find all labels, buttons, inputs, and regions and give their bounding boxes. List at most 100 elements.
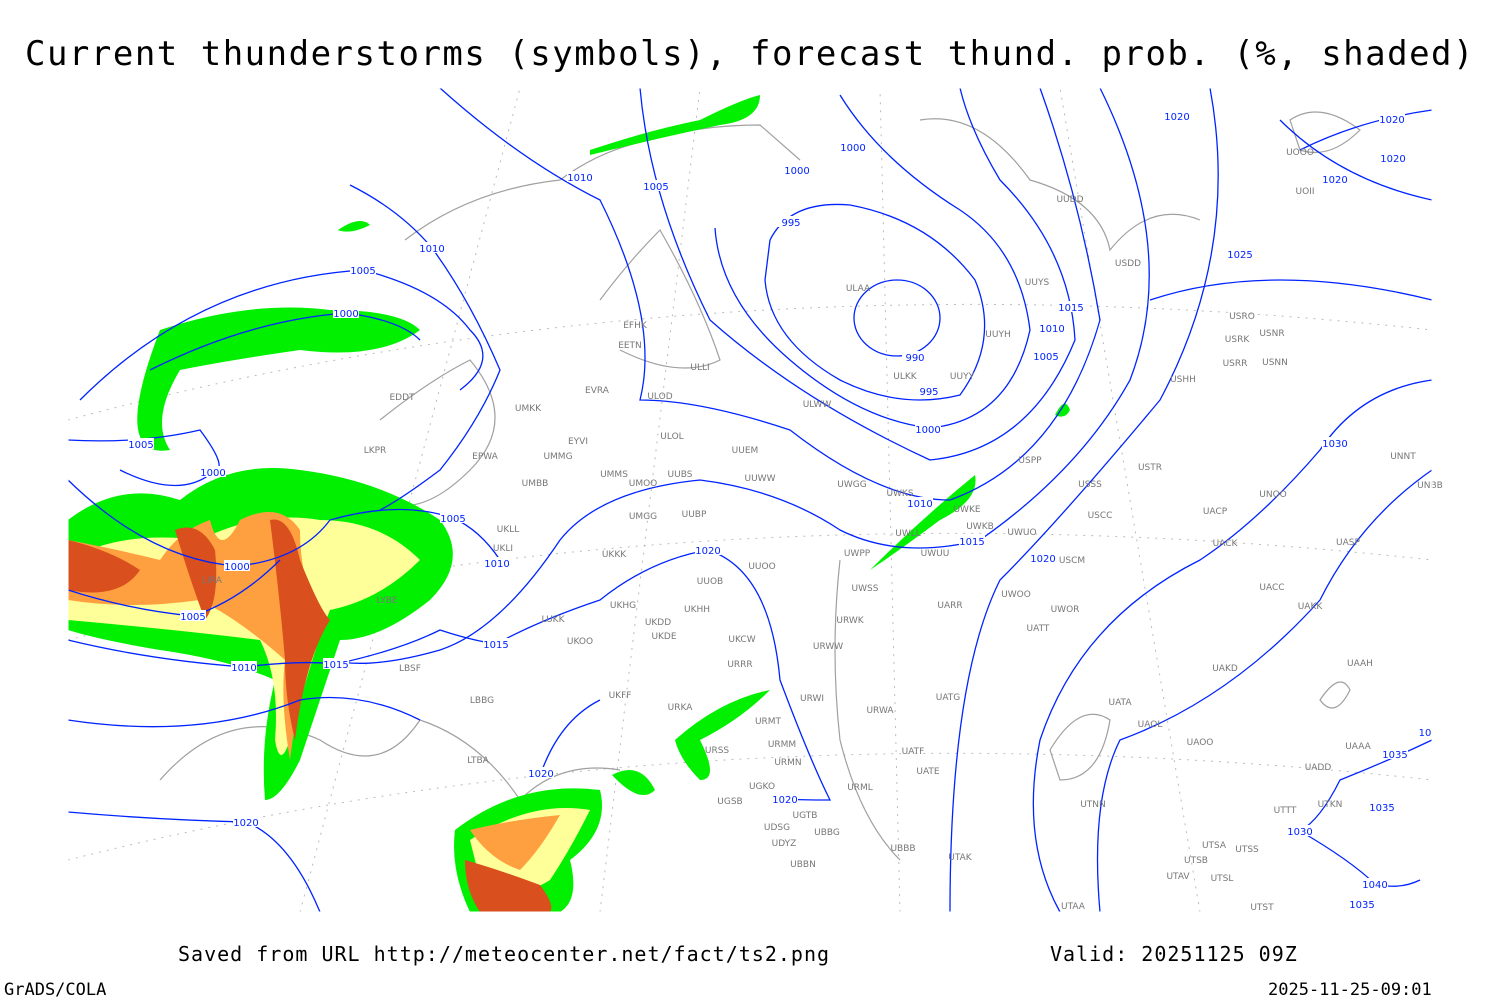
isobar-label-bg (1380, 152, 1406, 163)
isobar-label: 1030 (1322, 439, 1347, 450)
isobar-label-bg (419, 242, 445, 253)
isobar-label: 1040 (1362, 880, 1387, 891)
isobar-label: 1005 (180, 612, 205, 623)
station-label: EVRA (585, 386, 610, 396)
station-label: UATA (1108, 698, 1132, 708)
station-label: UARR (937, 601, 962, 611)
station-label: UKDD (645, 618, 671, 628)
station-label: EDDT (389, 393, 415, 403)
isobar-label: 1015 (483, 640, 508, 651)
isobar-label-bg (1030, 552, 1056, 563)
isobar-label: 1000 (200, 468, 225, 479)
station-label: USCM (1059, 556, 1085, 566)
station-label: LBSF (399, 664, 421, 674)
isobar-label: 1020 (528, 769, 553, 780)
isobar-label: 1005 (128, 440, 153, 451)
isobar-label-bg (915, 423, 941, 434)
isobar-label: 1020 (1164, 112, 1189, 123)
isobar-label: 1020 (695, 546, 720, 557)
station-label: UTST (1250, 903, 1274, 913)
station-label: ULKK (893, 372, 918, 382)
isobar-label: 1000 (333, 309, 358, 320)
station-label: URRR (727, 660, 752, 670)
isobar-label-bg (907, 497, 933, 508)
isobar-label-bg (772, 793, 798, 804)
graticule (67, 87, 1433, 913)
station-label: UTKN (1318, 800, 1343, 810)
station-label: UDYZ (772, 839, 797, 849)
isobar-label: 1010 (419, 244, 444, 255)
isobar-label: 1010 (484, 559, 509, 570)
isobar-label-bg (483, 638, 509, 649)
station-label: UAAH (1347, 659, 1373, 669)
station-label: UOOO (1286, 148, 1314, 158)
isobar-label-bg (902, 351, 928, 362)
station-label: LKPR (364, 446, 387, 456)
station-label: EFHK (623, 321, 648, 331)
isobar-label-bg (1412, 726, 1438, 737)
station-label: EPWA (472, 452, 499, 462)
isobar-label: 1015 (323, 660, 348, 671)
station-label: UKOO (567, 637, 593, 647)
station-label: LUKK (542, 615, 566, 625)
station-label: UWKE (953, 505, 980, 515)
station-label: ULOD (647, 392, 672, 402)
isobar-label-bg (180, 610, 206, 621)
isobar-label-bg (1227, 248, 1253, 259)
isobar-label: 990 (905, 353, 924, 364)
station-label: UACK (1213, 539, 1239, 549)
station-label: UATE (916, 767, 940, 777)
station-label: UKDE (651, 632, 676, 642)
station-label: URWI (800, 694, 824, 704)
station-label: UTTT (1274, 806, 1297, 816)
isobar-labels: 1010 1005 1000 1000 995 1020 1020 1020 1020 1025 1… (128, 110, 1438, 911)
isobar-label-bg (528, 767, 554, 778)
isobar-label-bg (1287, 825, 1313, 836)
station-label: EYVI (568, 437, 588, 447)
isobar-label-bg (959, 535, 985, 546)
station-label: USNR (1259, 329, 1284, 339)
isobar-label: 1005 (350, 266, 375, 277)
station-label: URWK (836, 616, 864, 626)
station-label: USSS (1078, 480, 1102, 490)
isobar-label: 1010 (1039, 324, 1064, 335)
isobar-label-bg (1322, 437, 1348, 448)
station-label: USTR (1138, 463, 1162, 473)
isobar-label: 1020 (1380, 154, 1405, 165)
isobar-label: 10 (1419, 728, 1432, 739)
station-label: UADD (1305, 763, 1332, 773)
station-label: UUWW (745, 474, 776, 484)
station-label: UWUU (921, 549, 950, 559)
station-label: UATG (936, 693, 961, 703)
station-label: UWUO (1007, 528, 1036, 538)
isobar-label: 1035 (1349, 900, 1374, 911)
station-label: UTAA (1061, 902, 1086, 912)
isobar-label-bg (224, 560, 250, 571)
station-label: UUOO (748, 562, 775, 572)
station-label: UMGG (629, 512, 657, 522)
isobar-label: 995 (781, 218, 800, 229)
station-label: UACP (1203, 507, 1228, 517)
station-label: UATT (1027, 624, 1050, 634)
station-label: UMBB (522, 479, 549, 489)
isobar-label: 1030 (1287, 827, 1312, 838)
station-label: USDD (1115, 259, 1141, 269)
software-credit: GrADS/COLA (4, 980, 107, 1000)
station-label: ULWW (803, 400, 832, 410)
isobar-label-bg (1164, 110, 1190, 121)
isobar-label-bg (333, 307, 359, 318)
isobar-label-bg (1039, 322, 1065, 333)
station-label: USPP (1018, 456, 1042, 466)
station-label: UKHH (684, 605, 710, 615)
station-label: UMOO (629, 479, 658, 489)
station-label: UACC (1259, 583, 1284, 593)
station-label: UMMS (600, 470, 628, 480)
station-label: URSS (705, 746, 730, 756)
isobar-label-bg (233, 816, 259, 827)
station-label: UTNN (1080, 800, 1106, 810)
isobar-label: 1015 (959, 537, 984, 548)
station-label: UTSB (1184, 856, 1208, 866)
station-label: UGSB (717, 797, 742, 807)
isobar-label-bg (1369, 801, 1395, 812)
isobar-label: 1020 (233, 818, 258, 829)
